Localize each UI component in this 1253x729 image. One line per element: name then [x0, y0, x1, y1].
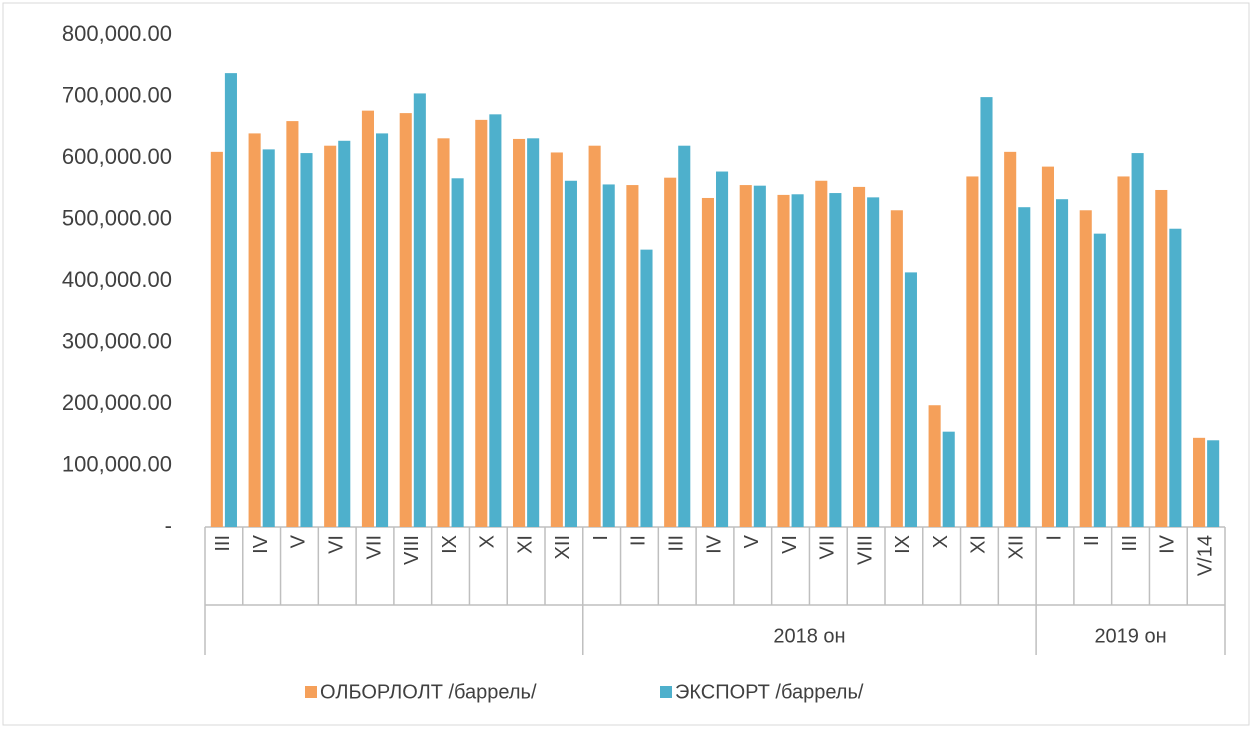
bar	[437, 138, 450, 527]
bar	[904, 272, 917, 527]
bar	[286, 121, 299, 527]
bar	[210, 151, 223, 527]
x-tick-label: V	[288, 534, 310, 548]
y-tick-label: 200,000.00	[62, 390, 172, 415]
bar	[664, 177, 677, 527]
x-tick-label: XII	[552, 535, 574, 559]
bar	[1193, 437, 1206, 527]
bar	[248, 133, 261, 527]
bar	[1169, 228, 1182, 527]
x-tick-label: V	[741, 534, 763, 548]
bar	[678, 145, 691, 527]
bar	[980, 97, 993, 528]
bar	[262, 149, 275, 527]
bar	[475, 119, 488, 528]
bar	[777, 194, 790, 527]
bar	[399, 113, 412, 527]
bar	[1093, 233, 1106, 527]
x-tick-label: X	[477, 535, 499, 548]
x-tick-label: IV	[703, 534, 725, 554]
x-tick-label: I	[590, 535, 612, 541]
y-tick-label: 300,000.00	[62, 328, 172, 353]
y-tick-label: 600,000.00	[62, 144, 172, 169]
bar	[867, 197, 880, 528]
legend-swatch	[305, 686, 317, 698]
bar	[338, 140, 351, 527]
x-tick-label: VII	[817, 535, 839, 559]
bar	[928, 405, 941, 527]
x-tick-label: VI	[779, 535, 801, 554]
bar	[966, 176, 979, 527]
bar	[489, 114, 502, 528]
x-tick-label: I	[1043, 535, 1065, 541]
x-tick-label: IX	[439, 535, 461, 554]
bar	[815, 180, 828, 527]
bar	[224, 73, 237, 527]
bar	[451, 178, 464, 528]
legend-swatch	[660, 686, 672, 698]
y-tick-label: 400,000.00	[62, 267, 172, 292]
bar	[564, 180, 577, 527]
x-tick-label: VII	[363, 535, 385, 559]
x-tick-label: XI	[514, 535, 536, 554]
bar	[300, 153, 313, 527]
x-tick-label: VIII	[854, 535, 876, 565]
x-tick-label: IV	[250, 534, 272, 554]
bar	[527, 138, 540, 527]
bar	[1056, 199, 1069, 527]
x-tick-label: VIII	[401, 535, 423, 565]
bar	[853, 186, 866, 527]
x-tick-label: III	[1119, 535, 1141, 552]
y-tick-label: 100,000.00	[62, 451, 172, 476]
bar	[1131, 153, 1144, 527]
bar	[1041, 166, 1054, 528]
bar	[1004, 151, 1017, 527]
y-tick-label: -	[165, 513, 172, 538]
bar	[753, 185, 766, 528]
x-tick-label: XI	[968, 535, 990, 554]
bar	[1207, 440, 1220, 527]
bar	[829, 193, 842, 527]
x-tick-label: X	[930, 535, 952, 548]
bar	[513, 138, 526, 527]
bar	[1117, 176, 1130, 527]
bar	[701, 197, 714, 527]
x-tick-label: III	[212, 535, 234, 552]
bar	[550, 152, 563, 527]
legend-label: ОЛБОРЛОЛТ /баррель/	[320, 681, 537, 703]
x-tick-label: IV	[1157, 534, 1179, 554]
bar	[890, 210, 903, 527]
bar	[361, 110, 374, 528]
group-label: 2018 он	[773, 625, 845, 647]
group-label: 2019 он	[1094, 625, 1166, 647]
x-tick-label: II	[1081, 535, 1103, 546]
bar	[626, 185, 639, 527]
y-tick-label: 800,000.00	[62, 21, 172, 46]
x-tick-label: XII	[1006, 535, 1028, 559]
bar	[413, 93, 426, 528]
x-tick-label: VI	[326, 535, 348, 554]
bar	[376, 133, 389, 527]
bar	[602, 184, 615, 527]
bar	[640, 249, 653, 527]
x-tick-label: III	[666, 535, 688, 552]
bar	[1079, 210, 1092, 527]
x-tick-label: II	[628, 535, 650, 546]
bar	[588, 145, 601, 527]
bar	[716, 171, 729, 527]
y-tick-label: 700,000.00	[62, 82, 172, 107]
bar	[739, 185, 752, 527]
x-tick-label: IX	[892, 535, 914, 554]
bar	[791, 194, 804, 527]
bar	[942, 431, 955, 527]
bar	[1155, 189, 1168, 528]
y-tick-label: 500,000.00	[62, 205, 172, 230]
bar	[1018, 207, 1031, 527]
x-tick-label: V/14	[1194, 535, 1216, 576]
bar	[324, 145, 337, 527]
legend-label: ЭКСПОРТ /баррель/	[675, 681, 864, 703]
